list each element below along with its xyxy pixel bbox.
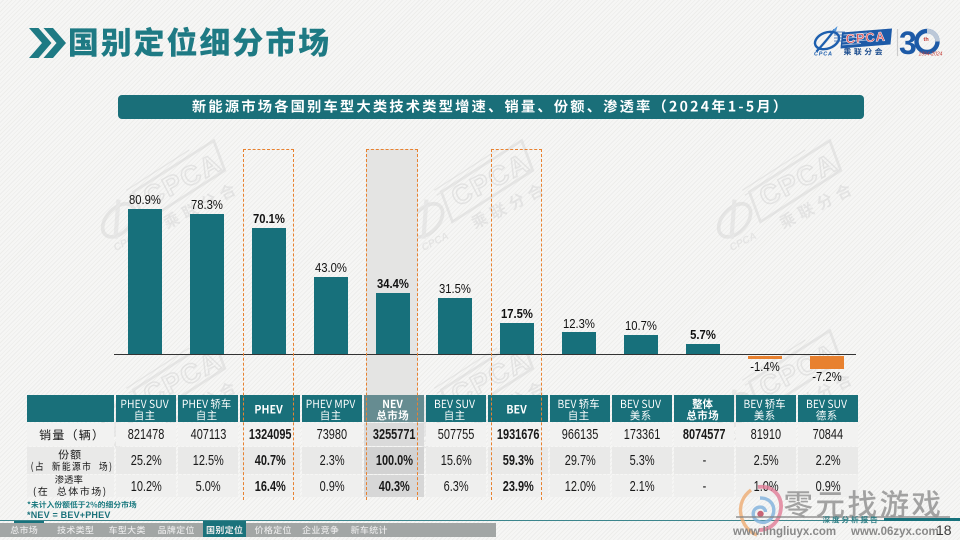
svg-text:th: th [924,37,930,43]
svg-text:3: 3 [899,25,917,61]
svg-text:1994-2024: 1994-2024 [919,52,943,58]
svg-text:CPCA: CPCA [845,29,886,47]
svg-text:CPCA: CPCA [814,52,833,58]
